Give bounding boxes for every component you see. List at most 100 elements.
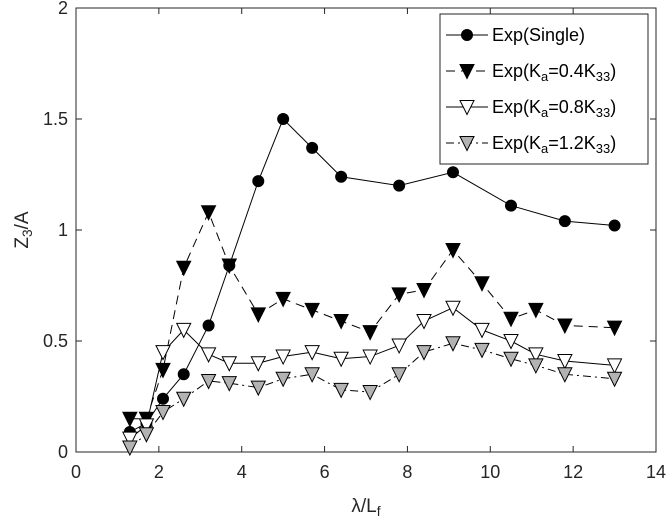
text-run: Exp(K <box>492 133 541 153</box>
data-point <box>200 347 217 363</box>
data-point <box>221 376 238 392</box>
x-tick-label: 2 <box>154 462 164 482</box>
data-point <box>250 307 267 323</box>
data-point <box>528 302 544 319</box>
x-tick-label: 14 <box>646 462 666 482</box>
data-point <box>606 371 623 388</box>
legend-marker <box>459 64 475 80</box>
x-axis-label: λ/Lf <box>351 496 380 519</box>
x-axis-label-sub: f <box>377 504 381 519</box>
x-tick-label: 0 <box>71 462 81 482</box>
data-point <box>362 385 378 401</box>
data-point <box>333 382 349 399</box>
legend-label: Exp(Ka=0.4K33) <box>492 61 616 84</box>
data-point <box>503 334 519 350</box>
y-tick-label: 1 <box>58 220 68 240</box>
data-point <box>277 113 290 125</box>
y-tick-label: 0.5 <box>43 331 68 351</box>
legend-label: Exp(Ka=0.8K33) <box>492 97 616 120</box>
data-point <box>306 141 319 154</box>
data-point <box>221 356 238 372</box>
text-run: /A <box>12 211 33 229</box>
data-point <box>445 300 461 317</box>
legend-marker <box>461 29 473 41</box>
data-point <box>175 260 192 277</box>
data-point <box>608 219 621 232</box>
data-point <box>557 318 573 335</box>
text-run: =0.4K <box>548 61 596 81</box>
subscript: a <box>541 69 549 84</box>
data-point <box>416 314 432 330</box>
data-point <box>362 349 378 366</box>
x-tick-label: 10 <box>480 462 500 482</box>
series-3 <box>122 300 623 448</box>
data-point <box>202 319 215 332</box>
data-point <box>505 199 517 212</box>
data-point <box>304 367 320 383</box>
legend-label: Exp(Single) <box>492 25 585 45</box>
data-point <box>304 302 320 319</box>
data-point <box>221 258 238 275</box>
legend-marker <box>459 100 475 116</box>
y-tick-label: 2 <box>58 0 68 18</box>
x-tick-label: 12 <box>563 462 583 482</box>
data-point <box>528 358 544 375</box>
subscript: a <box>541 105 549 120</box>
data-point <box>447 166 459 179</box>
x-tick-label: 6 <box>320 462 330 482</box>
text-run: =1.2K <box>548 133 596 153</box>
legend: Exp(Single)Exp(Ka=0.4K33)Exp(Ka=0.8K33)E… <box>439 13 649 165</box>
data-point <box>175 322 192 339</box>
data-point <box>122 440 138 457</box>
data-point <box>362 325 378 341</box>
data-point <box>557 353 573 370</box>
legend-label: Exp(Ka=1.2K33) <box>492 133 616 156</box>
data-point <box>138 418 155 434</box>
y-tick-label: 1.5 <box>43 109 68 129</box>
data-point <box>503 311 519 328</box>
text-run: Exp(Single) <box>492 25 585 45</box>
data-point <box>393 179 406 192</box>
data-point <box>558 215 571 228</box>
data-point <box>200 373 217 390</box>
data-point <box>333 351 349 368</box>
data-point <box>304 345 320 361</box>
text-run: ) <box>610 97 616 117</box>
legend-box <box>439 13 649 165</box>
data-point <box>606 320 623 337</box>
data-point <box>528 347 544 363</box>
data-point <box>333 314 349 330</box>
legend-marker <box>459 136 475 152</box>
data-point <box>177 368 190 381</box>
data-point <box>175 391 192 408</box>
data-point <box>122 411 138 428</box>
subscript: 33 <box>596 141 610 156</box>
x-axis-label-base: λ/L <box>351 496 376 517</box>
x-tick-label: 8 <box>402 462 412 482</box>
data-point <box>157 392 169 405</box>
y-axis-label: Z3/A <box>12 211 35 248</box>
data-point <box>416 345 432 361</box>
data-point <box>122 431 138 448</box>
data-point <box>474 276 490 292</box>
text-run: Z <box>12 237 33 249</box>
text-run: Exp(K <box>492 61 541 81</box>
data-point <box>250 380 267 397</box>
subscript: 3 <box>20 229 35 237</box>
data-point <box>138 427 155 443</box>
data-point <box>155 405 171 421</box>
data-point <box>391 338 407 355</box>
data-point <box>250 356 267 372</box>
data-point <box>416 282 432 299</box>
data-point <box>275 349 291 366</box>
x-tick-label: 4 <box>237 462 247 482</box>
series-4 <box>122 336 623 457</box>
text-run: ) <box>610 133 616 153</box>
series-2 <box>122 205 623 428</box>
text-run: =0.8K <box>548 97 596 117</box>
data-point <box>474 342 490 359</box>
subscript: 33 <box>596 105 610 120</box>
data-point <box>557 367 573 383</box>
subscript: 33 <box>596 69 610 84</box>
text-run: Exp(K <box>492 97 541 117</box>
